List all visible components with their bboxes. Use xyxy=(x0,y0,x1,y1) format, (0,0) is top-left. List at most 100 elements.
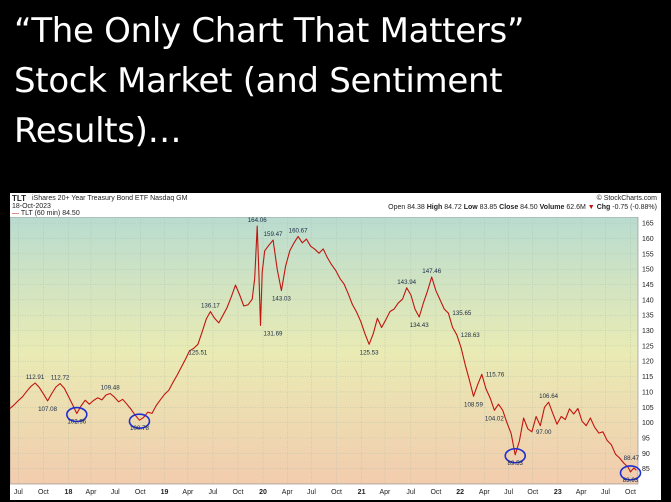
x-tick-label: Oct xyxy=(38,489,49,496)
price-annotation: 108.59 xyxy=(464,401,483,408)
low-circle xyxy=(619,465,642,481)
x-tick-label: 18 xyxy=(65,489,73,496)
y-tick-label: 90 xyxy=(642,451,650,458)
x-tick-label: Oct xyxy=(430,489,441,496)
x-tick-label: Jul xyxy=(504,489,513,496)
y-tick-label: 130 xyxy=(642,328,654,335)
x-tick-label: Apr xyxy=(380,489,392,496)
chg-value: -0.75 (-0.88%) xyxy=(612,204,657,211)
price-annotation: 164.06 xyxy=(248,217,267,224)
price-annotation: 89.53 xyxy=(507,460,523,467)
price-annotation: 115.76 xyxy=(486,371,505,378)
price-line xyxy=(10,225,637,473)
x-tick-label: Oct xyxy=(527,489,538,496)
price-annotation: 104.02 xyxy=(485,415,504,422)
y-tick-label: 150 xyxy=(642,267,654,274)
price-annotation: 125.51 xyxy=(188,349,207,356)
volume-label: Volume xyxy=(539,204,565,211)
y-tick-label: 95 xyxy=(642,435,650,442)
x-tick-label: 23 xyxy=(554,489,562,496)
x-tick-label: Oct xyxy=(135,489,146,496)
y-tick-label: 160 xyxy=(642,236,654,243)
x-tick-label: Jul xyxy=(14,489,23,496)
price-annotation: 131.69 xyxy=(264,330,283,337)
x-tick-label: Oct xyxy=(625,489,636,496)
price-annotation: 97.00 xyxy=(536,429,552,436)
series-label: TLT (60 min) 84.50 xyxy=(20,210,80,217)
price-annotation: 147.46 xyxy=(422,268,441,275)
chg-label: Chg xyxy=(596,204,611,211)
price-annotation: 109.48 xyxy=(101,385,120,392)
open-value: 84.38 xyxy=(407,204,425,211)
series-swatch: — xyxy=(12,210,19,217)
price-annotation: 125.53 xyxy=(360,349,379,356)
y-tick-label: 140 xyxy=(642,297,654,304)
price-annotation: 143.03 xyxy=(272,296,291,303)
volume-value: 62.6M xyxy=(566,204,586,211)
high-label: High xyxy=(426,204,443,211)
price-annotation: 112.91 xyxy=(26,374,45,381)
y-tick-label: 155 xyxy=(642,251,654,258)
price-chart: 8590951001051101151201251301351401451501… xyxy=(10,217,654,496)
fund-name: iShares 20+ Year Treasury Bond ETF Nasda… xyxy=(32,195,187,202)
x-tick-label: Apr xyxy=(182,489,194,496)
plot-background xyxy=(10,217,639,485)
chart-date: 18-Oct-2023 xyxy=(12,203,51,210)
ohlc-readout: Open 84.38 High 84.72 Low 83.85 Close 84… xyxy=(388,204,657,211)
high-value: 84.72 xyxy=(444,204,462,211)
slide-title-line-2: Stock Market (and Sentiment xyxy=(14,61,503,101)
x-tick-label: 19 xyxy=(161,489,169,496)
y-tick-label: 100 xyxy=(642,420,654,427)
chart-panel: TLT iShares 20+ Year Treasury Bond ETF N… xyxy=(10,193,661,500)
price-annotation: 128.63 xyxy=(461,332,480,339)
y-axis: 85 90 95 100 105 110 115 120 125 130 135 140 145 150 1… xyxy=(642,221,654,474)
y-tick-label: 105 xyxy=(642,405,654,412)
y-tick-label: 145 xyxy=(642,282,654,289)
exchange-text: Nasdaq GM xyxy=(150,195,188,202)
low-circle xyxy=(504,447,527,464)
price-annotation: 83.93 xyxy=(623,477,639,484)
price-annotation: 135.65 xyxy=(452,310,471,317)
x-tick-label: Apr xyxy=(576,489,588,496)
x-tick-label: 22 xyxy=(456,489,464,496)
low-circles xyxy=(66,406,642,481)
low-label: Low xyxy=(463,204,478,211)
source-credit: © StockCharts.com xyxy=(596,195,657,202)
open-label: Open xyxy=(388,204,406,211)
ticker-symbol: TLT xyxy=(12,194,27,203)
price-annotation: 107.08 xyxy=(38,406,57,413)
close-value: 84.50 xyxy=(520,204,538,211)
y-tick-label: 110 xyxy=(642,389,653,396)
change-arrow: ▼ xyxy=(587,204,595,211)
y-tick-label: 85 xyxy=(642,466,650,473)
low-circle xyxy=(66,406,88,423)
x-tick-label: Jul xyxy=(208,489,217,496)
close-label: Close xyxy=(499,204,519,211)
low-value: 83.85 xyxy=(479,204,498,211)
price-annotation: 106.64 xyxy=(539,393,558,400)
slide-title-line-3: Results)… xyxy=(14,111,182,151)
price-annotation: 136.17 xyxy=(201,303,220,310)
price-annotation: 112.72 xyxy=(51,375,70,382)
x-tick-label: 20 xyxy=(259,489,267,496)
fund-name-text: iShares 20+ Year Treasury Bond ETF xyxy=(32,195,149,202)
price-annotation: 160.67 xyxy=(289,227,308,234)
chart-header: TLT iShares 20+ Year Treasury Bond ETF N… xyxy=(10,193,661,217)
price-annotations: 112.91 107.08 112.72 102.96 109.48 100.78 125.… xyxy=(26,217,640,484)
x-tick-label: Apr xyxy=(86,489,98,496)
y-tick-label: 120 xyxy=(642,359,654,366)
x-tick-label: Jul xyxy=(307,489,316,496)
y-tick-label: 115 xyxy=(642,374,653,381)
price-annotation: 134.43 xyxy=(410,322,429,329)
slide-title: “The Only Chart That Matters” Stock Mark… xyxy=(14,6,664,156)
price-annotation: 159.47 xyxy=(264,231,283,238)
price-annotation: 102.96 xyxy=(67,419,86,426)
series-legend: — TLT (60 min) 84.50 xyxy=(12,210,80,217)
x-tick-label: Oct xyxy=(331,489,342,496)
y-tick-label: 135 xyxy=(642,313,654,320)
x-tick-label: Jul xyxy=(111,489,120,496)
x-tick-label: Jul xyxy=(601,489,610,496)
price-annotation: 143.94 xyxy=(397,279,416,286)
grid-lines xyxy=(10,217,638,484)
x-axis: Jul Oct 18 Apr Jul Oct 19 Apr Jul Oct 20 Apr Jul Oct 2… xyxy=(14,489,636,496)
